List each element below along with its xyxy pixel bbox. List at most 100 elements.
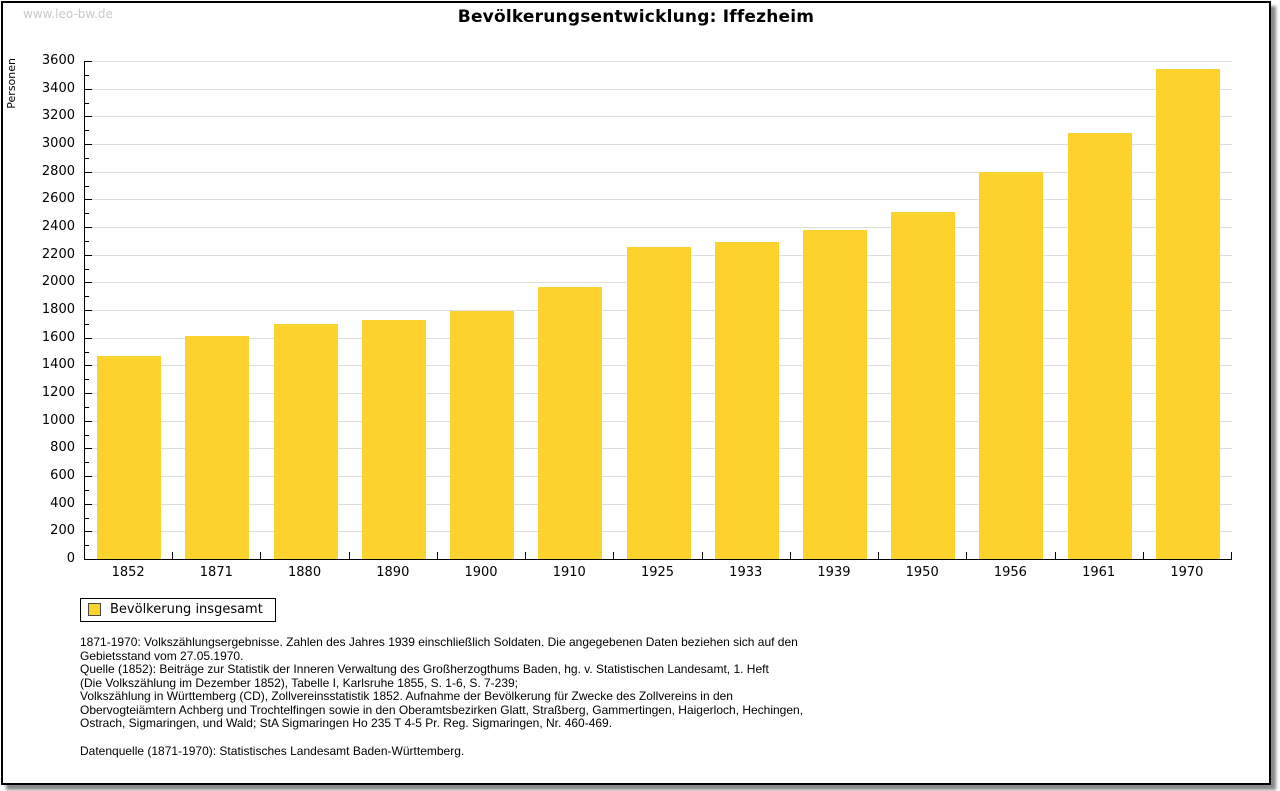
bar-1970	[1155, 69, 1220, 559]
x-boundary-tick	[348, 552, 350, 559]
x-boundary-tick	[1231, 552, 1232, 559]
x-tick-label-1970: 1970	[1170, 565, 1204, 580]
y-tick-label: 2600	[41, 191, 75, 207]
y-major-tick	[85, 61, 92, 62]
bar-1950	[891, 211, 956, 559]
x-tick-label-1939: 1939	[817, 565, 851, 580]
bar-1956	[979, 172, 1044, 559]
y-tick-label: 400	[50, 495, 75, 511]
y-major-tick	[85, 254, 92, 256]
x-boundary-tick	[966, 552, 968, 559]
y-minor-tick	[85, 130, 89, 132]
x-tick-label-1871: 1871	[199, 565, 233, 580]
y-minor-tick	[85, 74, 89, 76]
bar-1890	[361, 319, 426, 559]
y-tick-label: 2400	[41, 219, 75, 234]
y-tick-label: 3000	[41, 136, 75, 151]
bar-1852	[97, 355, 162, 559]
y-major-tick	[85, 88, 92, 90]
y-minor-tick	[85, 185, 89, 187]
x-boundary-tick	[172, 552, 174, 559]
y-major-tick	[85, 171, 92, 173]
y-minor-tick	[85, 102, 89, 104]
y-tick-label: 3200	[41, 108, 75, 124]
gridline	[85, 116, 1232, 118]
footnote-datasource: Datenquelle (1871-1970): Statistisches L…	[80, 743, 465, 758]
bar-1880	[273, 323, 338, 559]
y-tick-label: 1200	[41, 385, 75, 400]
x-boundary-tick	[701, 552, 703, 559]
y-major-tick	[85, 448, 92, 450]
bar-1871	[185, 335, 250, 559]
gridline	[85, 199, 1232, 201]
gridline	[85, 227, 1232, 228]
y-tick-label: 1600	[41, 329, 75, 345]
y-tick-label: 2200	[41, 246, 75, 262]
x-tick-label-1956: 1956	[993, 565, 1027, 580]
y-minor-tick	[85, 351, 89, 353]
y-tick-label: 2800	[41, 163, 75, 179]
y-major-tick	[85, 144, 92, 145]
y-tick-label: 0	[66, 551, 75, 566]
bar-1961	[1067, 132, 1132, 559]
x-tick-label-1852: 1852	[111, 565, 145, 580]
x-boundary-tick	[789, 552, 791, 559]
y-tick-label: 800	[50, 440, 75, 456]
y-major-tick	[85, 393, 92, 394]
x-tick-label-1880: 1880	[288, 565, 322, 580]
y-minor-tick	[85, 213, 89, 215]
footnote-line: Quelle (1852): Beiträge zur Statistik de…	[80, 662, 769, 676]
y-minor-tick	[85, 268, 89, 270]
y-minor-tick	[85, 157, 89, 159]
y-minor-tick	[85, 323, 89, 325]
y-minor-tick	[85, 296, 89, 298]
x-boundary-tick	[260, 552, 262, 559]
x-tick-label-1925: 1925	[640, 565, 675, 580]
y-major-tick	[85, 199, 92, 201]
footnote-line: Obervogteiämtern Achberg und Trochtelfin…	[80, 702, 804, 717]
y-major-tick	[85, 365, 92, 367]
y-tick-label: 3600	[41, 53, 75, 68]
y-minor-tick	[85, 434, 89, 436]
chart-title: Bevölkerungsentwicklung: Iffezheim	[457, 7, 815, 27]
x-tick-label-1933: 1933	[729, 565, 763, 580]
x-tick-label-1950: 1950	[905, 565, 939, 580]
y-minor-tick	[85, 406, 89, 408]
gridline	[85, 88, 1232, 90]
y-minor-tick	[85, 517, 89, 519]
y-minor-tick	[85, 379, 89, 381]
y-tick-label: 600	[50, 468, 75, 483]
y-major-tick	[85, 503, 92, 505]
x-boundary-tick	[525, 552, 527, 559]
y-tick-label: 200	[50, 523, 75, 539]
y-major-tick	[85, 116, 92, 118]
bar-1900	[450, 311, 515, 559]
bar-1910	[538, 286, 603, 559]
footnote-line: Volkszählung in Württemberg (CD), Zollve…	[80, 689, 733, 703]
y-tick-label: 1400	[41, 357, 75, 373]
footnote-line: (Die Volkszählung im Dezember 1852), Tab…	[80, 675, 519, 690]
gridline	[85, 171, 1232, 173]
watermark-text: www.leo-bw.de	[23, 7, 113, 21]
y-major-tick	[85, 420, 92, 422]
y-minor-tick	[85, 240, 89, 242]
y-tick-label: 1000	[41, 412, 75, 428]
footnote-source-block: 1871-1970: Volkszählungsergebnisse. Zahl…	[80, 635, 804, 731]
y-tick-label: 2000	[41, 274, 75, 290]
legend-box: Bevölkerung insgesamt	[80, 598, 276, 622]
x-tick-label-1910: 1910	[552, 565, 586, 580]
y-major-tick	[85, 310, 92, 311]
x-boundary-tick	[436, 552, 438, 559]
y-tick-label: 1800	[41, 302, 75, 317]
footnotes: 1871-1970: Volkszählungsergebnisse. Zahl…	[80, 635, 804, 758]
y-major-tick	[85, 337, 92, 339]
y-major-tick	[85, 559, 92, 560]
footnote-line: 1871-1970: Volkszählungsergebnisse. Zahl…	[80, 635, 798, 649]
bar-1933	[714, 241, 779, 559]
x-tick-label-1900: 1900	[464, 565, 498, 580]
footnote-line: Ostrach, Sigmaringen, und Wald; StA Sigm…	[80, 716, 613, 730]
x-tick-label-1890: 1890	[376, 565, 410, 580]
y-major-tick	[85, 282, 92, 284]
